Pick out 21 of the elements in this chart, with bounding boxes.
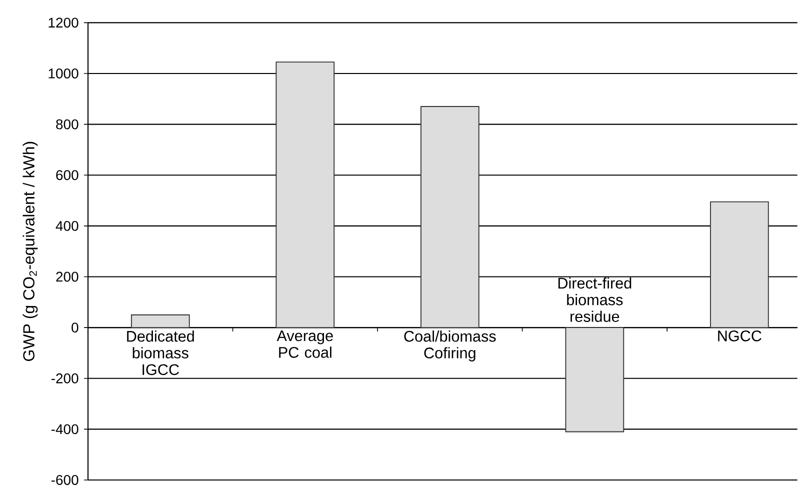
y-tick-label: 400	[56, 221, 78, 231]
y-tick-label: 0	[72, 322, 78, 333]
bar	[710, 201, 769, 328]
x-tick-label: Coal/biomass Cofiring	[404, 330, 496, 362]
x-tick-label: Dedicated biomass IGCC	[127, 330, 194, 376]
y-tick-label: 600	[56, 170, 78, 180]
y-tick-label: -600	[51, 475, 78, 486]
y-axis-title: GWP (g CO$_{2}$-equivalent / kWh)	[22, 142, 38, 362]
y-tick-label: 800	[56, 119, 78, 130]
x-tick-label: Average PC coal	[276, 330, 333, 358]
y-tick-label: 1000	[48, 68, 78, 79]
y-tick-label: 1200	[48, 18, 78, 28]
bar	[276, 62, 335, 328]
bar	[565, 327, 624, 432]
x-tick-label: NGCC	[718, 330, 762, 342]
y-tick-label: -200	[51, 374, 78, 384]
y-tick-label: 200	[56, 272, 78, 282]
bar	[130, 314, 190, 328]
bar	[420, 106, 480, 328]
y-tick-label: -400	[51, 424, 78, 434]
x-tick-label: Direct-fired biomass residue	[558, 277, 632, 322]
